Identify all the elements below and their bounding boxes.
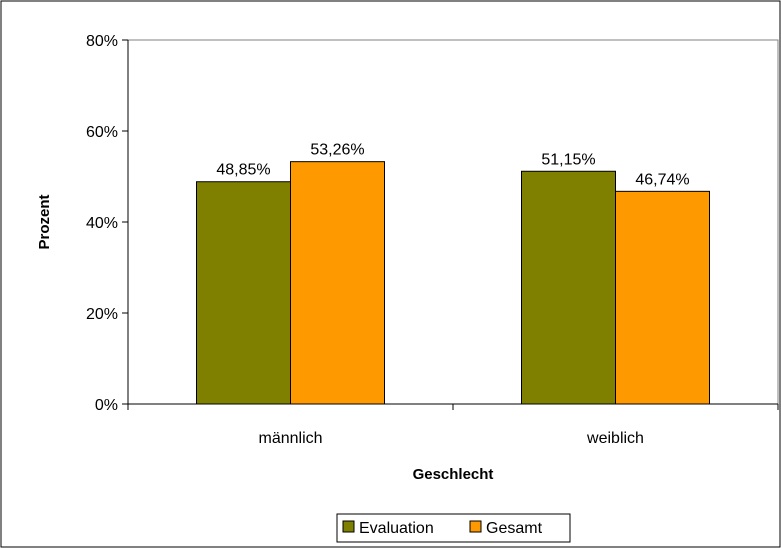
y-tick-label: 80% — [86, 33, 118, 50]
data-labels: 48,85% 53,26% 51,15% 46,74% — [216, 142, 689, 189]
legend-swatch-evaluation — [342, 520, 355, 533]
data-label: 53,26% — [310, 142, 364, 159]
legend: Evaluation Gesamt — [336, 513, 571, 543]
bar-gesamt-0 — [290, 161, 385, 405]
x-tick-label: männlich — [258, 430, 322, 447]
y-tick-label: 20% — [86, 306, 118, 323]
y-axis: 0% 20% 40% 60% 80% — [86, 33, 129, 414]
bars — [196, 161, 710, 405]
legend-swatch-gesamt — [469, 520, 482, 533]
bar-evaluation-0 — [196, 181, 291, 405]
bar-evaluation-1 — [521, 170, 616, 405]
legend-label-evaluation: Evaluation — [359, 520, 434, 537]
data-label: 46,74% — [635, 171, 689, 188]
y-tick-label: 0% — [95, 397, 118, 414]
y-tick-label: 40% — [86, 215, 118, 232]
y-tick-label: 60% — [86, 124, 118, 141]
legend-label-gesamt: Gesamt — [486, 520, 543, 537]
y-axis-title: Prozent — [36, 194, 53, 249]
bar-gesamt-1 — [615, 190, 710, 405]
x-tick-label: weiblich — [586, 430, 644, 447]
data-label: 48,85% — [216, 162, 270, 179]
data-label: 51,15% — [541, 151, 595, 168]
x-axis-title: Geschlecht — [413, 466, 494, 483]
legend-box — [336, 513, 571, 543]
